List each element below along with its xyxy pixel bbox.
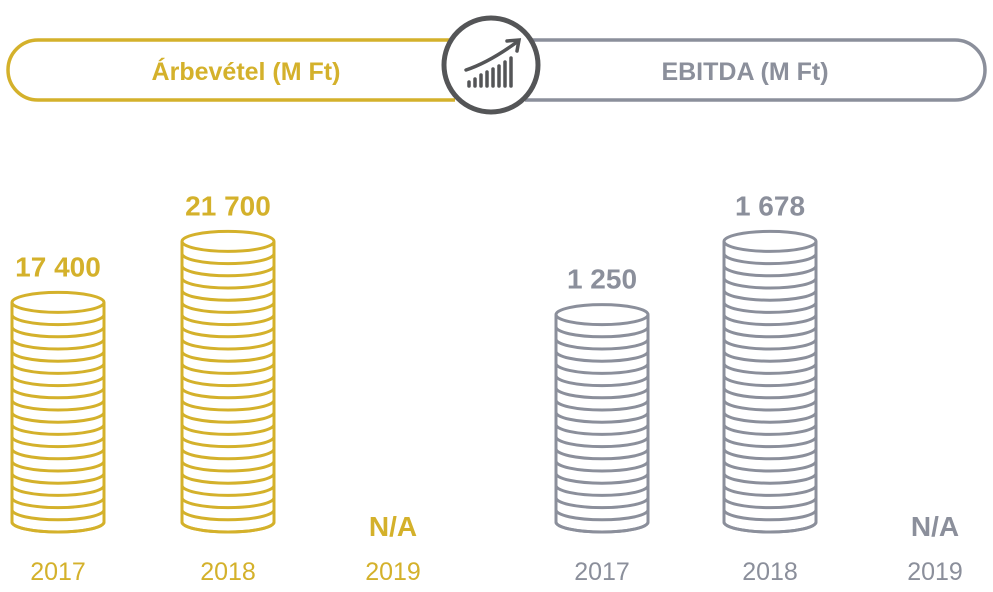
coin-stack-charts: 17 400 2017 21 700 2018 N/A 2019 1 250 2017 1 67… — [10, 190, 963, 586]
ebitda-header-pill — [525, 38, 987, 102]
growth-chart-icon — [441, 15, 541, 115]
coin-stack-ebitda-2018 — [722, 229, 818, 534]
value-label-ebitda-2018: 1 678 — [735, 190, 805, 221]
value-label-revenue-2017: 17 400 — [15, 251, 101, 282]
ebitda-header-label: EBITDA (M Ft) — [661, 58, 828, 86]
value-label-revenue-2018: 21 700 — [185, 190, 271, 221]
year-label-revenue-2019: 2019 — [365, 558, 421, 586]
revenue-header-pill — [6, 38, 455, 102]
year-label-ebitda-2018: 2018 — [742, 558, 798, 586]
coin-stack-ebitda-2017 — [554, 303, 650, 534]
year-label-ebitda-2017: 2017 — [574, 558, 630, 586]
coin-stack-revenue-2018 — [180, 229, 276, 534]
value-label-ebitda-2019: N/A — [911, 511, 959, 542]
year-label-ebitda-2019: 2019 — [907, 558, 963, 586]
value-label-ebitda-2017: 1 250 — [567, 264, 637, 295]
coin-stack-revenue-2017 — [10, 290, 106, 534]
year-label-revenue-2017: 2017 — [30, 558, 86, 586]
revenue-header-label: Árbevétel (M Ft) — [152, 57, 341, 86]
year-label-revenue-2018: 2018 — [200, 558, 256, 586]
value-label-revenue-2019: N/A — [369, 511, 417, 542]
